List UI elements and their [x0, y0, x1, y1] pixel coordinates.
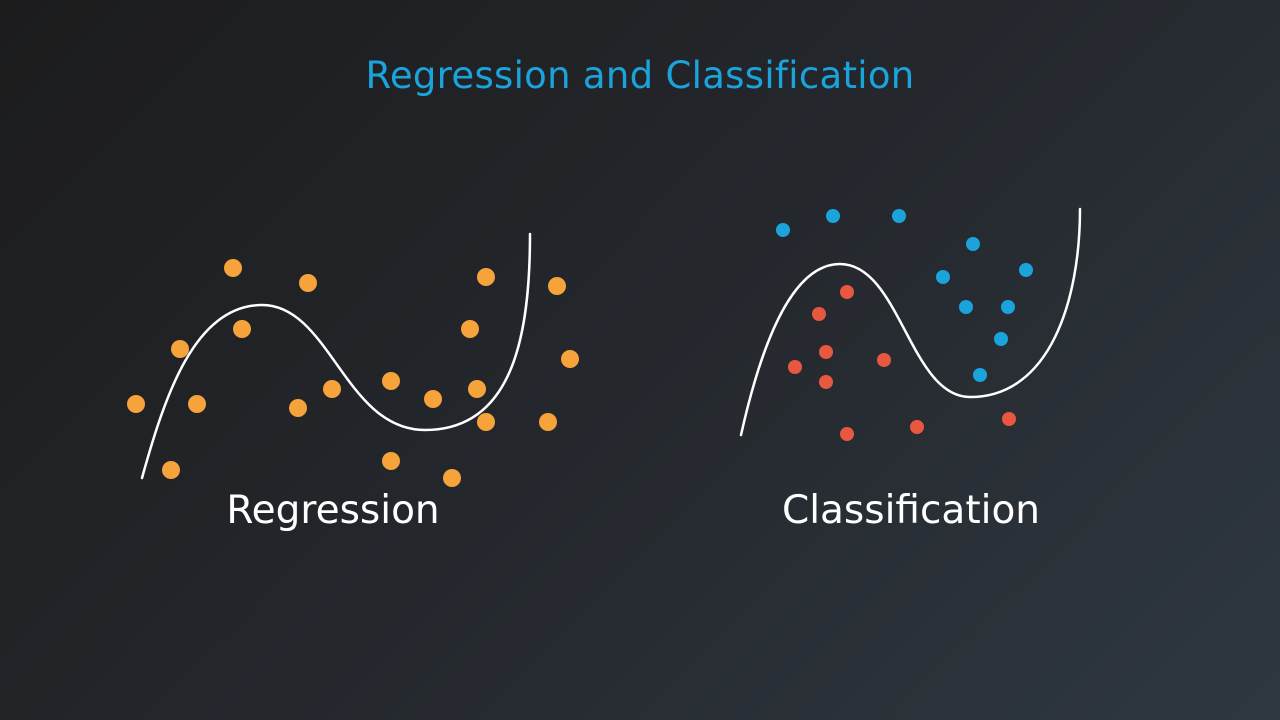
- regression-point: [477, 268, 495, 286]
- regression-point: [443, 469, 461, 487]
- regression-point: [224, 259, 242, 277]
- regression-point: [188, 395, 206, 413]
- class-b-point: [840, 285, 854, 299]
- regression-point: [548, 277, 566, 295]
- regression-point: [127, 395, 145, 413]
- regression-label: Regression: [226, 488, 440, 533]
- class-a-point: [776, 223, 790, 237]
- class-b-point: [1002, 412, 1016, 426]
- regression-point: [171, 340, 189, 358]
- regression-point: [539, 413, 557, 431]
- regression-diagram: [127, 232, 579, 487]
- class-a-point: [826, 209, 840, 223]
- regression-point: [468, 380, 486, 398]
- class-a-point: [966, 237, 980, 251]
- classification-diagram: [739, 207, 1082, 441]
- classification-boundary-curve: [739, 207, 1082, 437]
- regression-point: [477, 413, 495, 431]
- slide-title: Regression and Classification: [365, 54, 915, 97]
- class-b-point: [840, 427, 854, 441]
- regression-point: [299, 274, 317, 292]
- regression-point: [561, 350, 579, 368]
- regression-point: [461, 320, 479, 338]
- regression-point: [323, 380, 341, 398]
- regression-points: [127, 259, 579, 487]
- class-b-point: [812, 307, 826, 321]
- regression-curve: [140, 232, 532, 480]
- class-a-point: [973, 368, 987, 382]
- class-b-point: [877, 353, 891, 367]
- class-a-point: [892, 209, 906, 223]
- class-b-point: [788, 360, 802, 374]
- class-b-point: [819, 375, 833, 389]
- class-b-point: [819, 345, 833, 359]
- class-b-points: [788, 285, 1016, 441]
- regression-point: [382, 452, 400, 470]
- regression-point: [382, 372, 400, 390]
- regression-point: [289, 399, 307, 417]
- classification-label: Classification: [781, 488, 1041, 533]
- class-b-point: [910, 420, 924, 434]
- class-a-point: [1019, 263, 1033, 277]
- regression-point: [233, 320, 251, 338]
- regression-point: [162, 461, 180, 479]
- class-a-points: [776, 209, 1033, 382]
- class-a-point: [936, 270, 950, 284]
- regression-point: [424, 390, 442, 408]
- class-a-point: [959, 300, 973, 314]
- class-a-point: [994, 332, 1008, 346]
- class-a-point: [1001, 300, 1015, 314]
